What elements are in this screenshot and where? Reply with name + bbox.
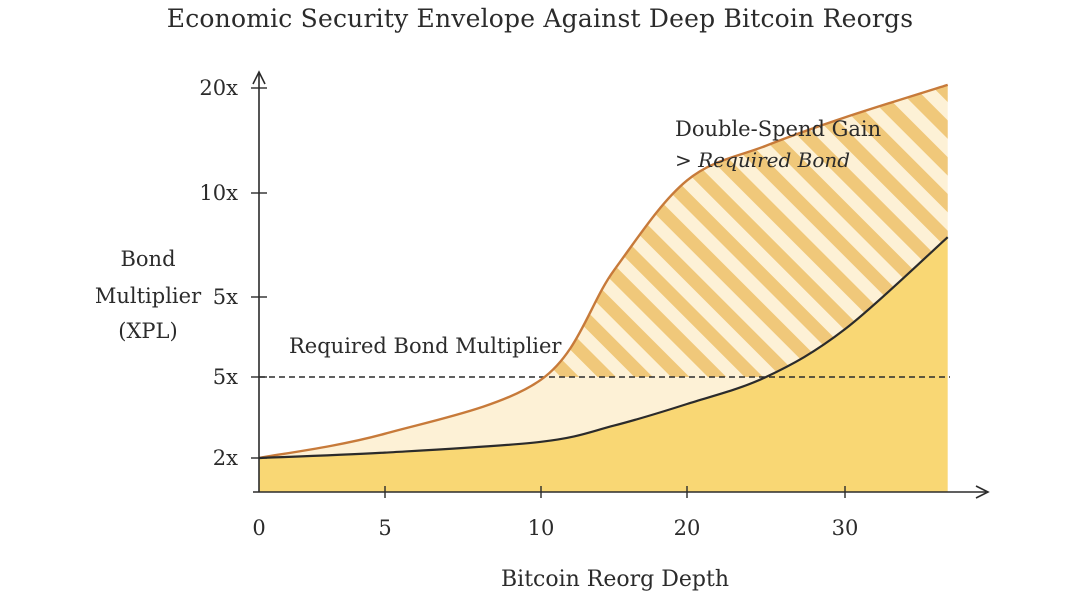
y-axis-arrow: [252, 70, 266, 85]
y-tick-label: 20x: [199, 76, 238, 100]
y-tick-label: 10x: [199, 181, 238, 205]
x-axis-arrow: [975, 485, 990, 499]
y-axis-label-line2: Multiplier: [94, 284, 202, 308]
tick-labels: 0 5 10 20 30 2x 5x 5x 10x 20x: [199, 76, 858, 540]
bond-area: [259, 237, 948, 492]
required-bond-line: [258, 236, 949, 460]
double-spend-gain-line: [258, 83, 949, 460]
threshold-label: Required Bond Multiplier: [289, 334, 562, 358]
x-tick-label: 10: [528, 516, 555, 540]
y-tick-label: 2x: [213, 446, 238, 470]
gain-exceeds-bond-hatch: [542, 84, 948, 458]
x-tick-label: 5: [378, 516, 391, 540]
region-annotation-line1: Double-Spend Gain: [675, 117, 881, 141]
chart-title: Economic Security Envelope Against Deep …: [166, 4, 914, 33]
x-tick-label: 30: [832, 516, 859, 540]
x-tick-label: 20: [674, 516, 701, 540]
y-axis-label-line3: (XPL): [118, 319, 178, 343]
region-annotation-line2: > Required Bond: [675, 148, 850, 172]
y-tick-label: 5x: [213, 285, 238, 309]
axes: [251, 70, 990, 499]
x-axis-label: Bitcoin Reorg Depth: [501, 567, 729, 592]
x-tick-label: 0: [252, 516, 265, 540]
y-tick-label: 5x: [213, 365, 238, 389]
y-axis-label-line1: Bond: [120, 247, 176, 271]
